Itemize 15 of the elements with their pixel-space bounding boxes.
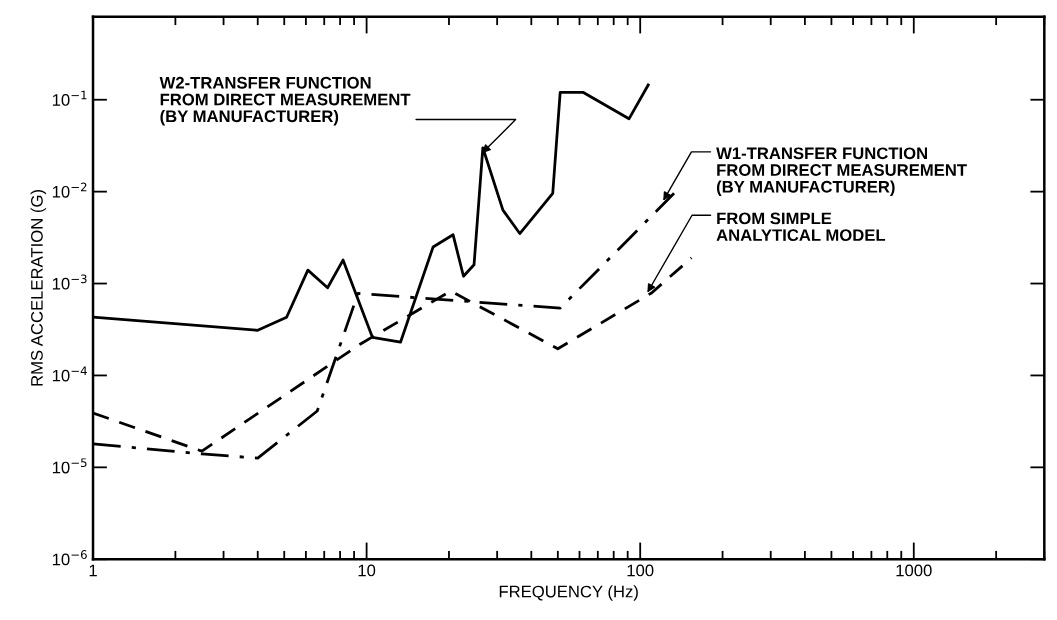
y-tick-label: 10$^{−6}$: [52, 550, 87, 566]
y-tick-label: 10$^{−2}$: [52, 182, 87, 198]
annotation: W1-TRANSFER FUNCTION FROM DIRECT MEASUREMENT (BY MANUFACTURER): [716, 147, 967, 196]
x-axis-title: FREQUENCY (Hz): [499, 585, 638, 601]
annotation: FROM SIMPLE ANALYTICAL MODEL: [716, 212, 886, 242]
y-axis-title: RMS ACCELERATION (G): [30, 190, 47, 386]
y-tick-label: 10$^{−3}$: [52, 274, 87, 290]
y-tick-label: 10$^{−4}$: [52, 366, 87, 382]
x-tick-label: 1: [89, 564, 97, 577]
annotation: W2-TRANSFER FUNCTION FROM DIRECT MEASUREMENT (BY MANUFACTURER): [159, 76, 411, 126]
x-tick-label: 1000: [896, 564, 932, 577]
x-tick-label: 10: [358, 564, 376, 577]
y-tick-label: 10$^{−5}$: [52, 458, 87, 474]
y-tick-label: 10$^{−1}$: [52, 90, 87, 106]
x-tick-label: 100: [627, 564, 654, 577]
